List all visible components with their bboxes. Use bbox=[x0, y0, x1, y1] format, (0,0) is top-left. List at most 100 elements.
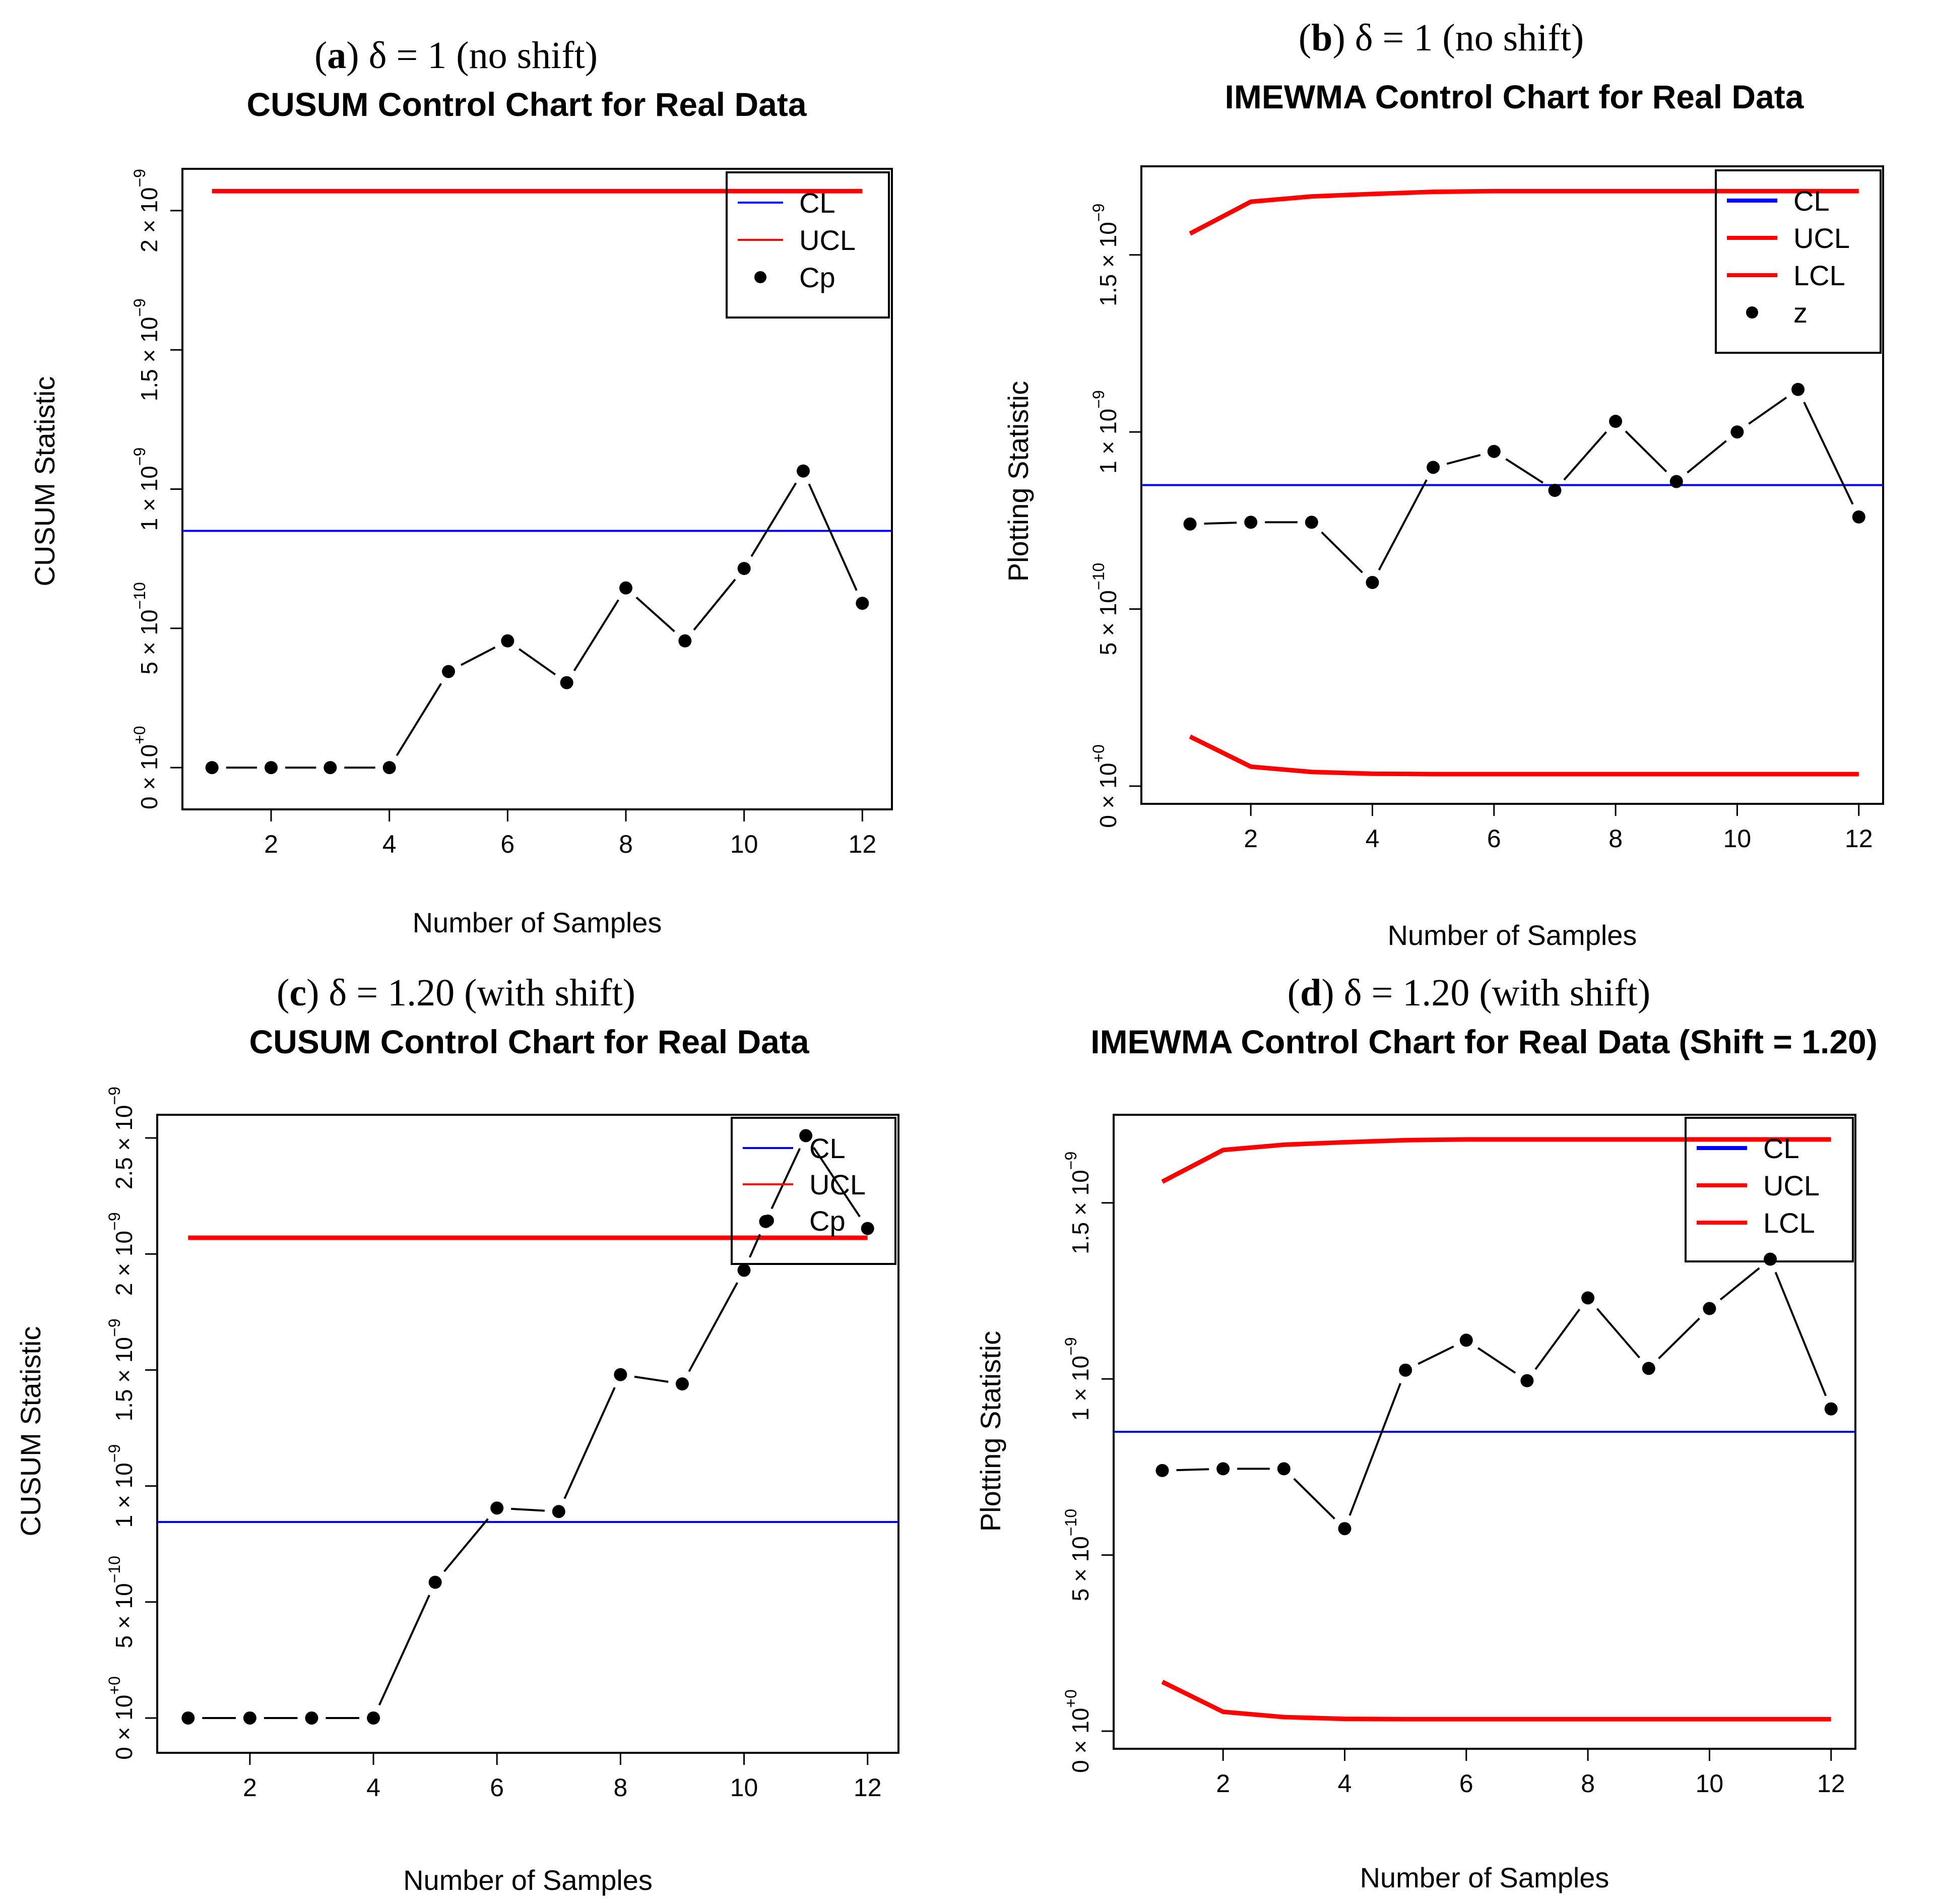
x-tick-label: 2 bbox=[1244, 824, 1258, 853]
y-tick-exponent: +0 bbox=[1089, 744, 1108, 763]
legend: CL UCL LCL bbox=[1685, 1117, 1854, 1262]
data-point-cp bbox=[205, 761, 219, 775]
x-tick-label: 12 bbox=[1845, 824, 1873, 853]
y-tick-exponent: −10 bbox=[131, 582, 149, 609]
series-segment-cp bbox=[511, 1507, 545, 1512]
data-point-cp bbox=[265, 761, 278, 775]
y-tick-exponent: −9 bbox=[105, 1318, 123, 1337]
y-tick-mantissa: 1 × 10 bbox=[136, 466, 162, 531]
y-tick-mantissa: 1 × 10 bbox=[1095, 409, 1121, 474]
data-point-cp bbox=[799, 1129, 813, 1143]
y-tick-mantissa: 5 × 10 bbox=[1095, 590, 1121, 655]
series-segment-z bbox=[1774, 1272, 1827, 1397]
panel-caption: (d) δ = 1.20 (with shift) bbox=[1287, 972, 1650, 1014]
x-tick-label: 10 bbox=[1723, 824, 1752, 853]
x-tick-label: 12 bbox=[854, 1773, 882, 1802]
series-segment-z bbox=[1803, 402, 1854, 505]
y-tick-mantissa: 5 × 10 bbox=[111, 1583, 137, 1648]
y-tick-label: 1 × 10−9 bbox=[1089, 390, 1121, 474]
legend-label-z: z bbox=[1793, 297, 1808, 329]
y-tick-label: 1 × 10−9 bbox=[131, 448, 162, 531]
series-segment-cp bbox=[770, 1148, 801, 1210]
y-axis-label: CUSUM Statistic bbox=[29, 376, 60, 587]
legend-label-cl: CL bbox=[1763, 1132, 1799, 1164]
y-tick-exponent: +0 bbox=[131, 726, 149, 744]
series-segment-cp bbox=[812, 1147, 861, 1218]
series-segment-cp bbox=[378, 1595, 430, 1706]
series-segment-z bbox=[1417, 1345, 1454, 1365]
y-tick-mantissa: 0 × 10 bbox=[136, 744, 162, 809]
legend-swatch-cp bbox=[754, 271, 766, 283]
x-tick-label: 10 bbox=[730, 830, 758, 858]
x-tick-label: 2 bbox=[1216, 1769, 1230, 1798]
y-tick-exponent: −9 bbox=[1062, 1337, 1080, 1355]
x-tick-label: 4 bbox=[382, 830, 397, 858]
y-axis-label: Plotting Statistic bbox=[975, 1331, 1006, 1532]
y-tick-label: 1.5 × 10−9 bbox=[105, 1318, 137, 1421]
series-segment-z bbox=[1348, 1383, 1401, 1516]
series-segment-z bbox=[1176, 1468, 1209, 1472]
x-axis-label: Number of Samples bbox=[1388, 919, 1637, 951]
caption-letter: c bbox=[289, 972, 306, 1014]
chart-panel-a: (a) δ = 1 (no shift) CUSUM Control Chart … bbox=[29, 34, 893, 938]
data-point-z bbox=[1305, 516, 1318, 529]
y-tick-label: 2.5 × 10−9 bbox=[105, 1087, 137, 1189]
data-point-z bbox=[1669, 475, 1683, 488]
y-tick-exponent: −9 bbox=[105, 1444, 123, 1463]
data-point-cp bbox=[797, 464, 810, 478]
chart-title: CUSUM Control Chart for Real Data bbox=[249, 1023, 809, 1060]
series-segment-z bbox=[1534, 1308, 1581, 1370]
chart-title: IMEWMA Control Chart for Real Data (Shif… bbox=[1090, 1023, 1878, 1060]
series-line-lcl bbox=[1161, 1680, 1831, 1722]
caption-paren-open: ( bbox=[1287, 972, 1300, 1014]
x-tick-label: 12 bbox=[849, 830, 877, 858]
data-point-z bbox=[1155, 1464, 1169, 1477]
y-tick-label: 0 × 10+0 bbox=[105, 1676, 137, 1760]
legend-label-lcl: LCL bbox=[1793, 260, 1845, 291]
chart-title: IMEWMA Control Chart for Real Data bbox=[1225, 78, 1805, 115]
data-point-cp bbox=[619, 581, 632, 595]
data-point-z bbox=[1520, 1374, 1534, 1387]
y-tick-label: 1.5 × 10−9 bbox=[1062, 1152, 1093, 1254]
y-tick-mantissa: 1 × 10 bbox=[1067, 1356, 1093, 1421]
data-point-cp bbox=[442, 665, 455, 678]
y-tick-exponent: +0 bbox=[105, 1676, 123, 1694]
data-point-z bbox=[1730, 425, 1744, 439]
series-line-lcl bbox=[1189, 734, 1859, 777]
y-tick-label: 0 × 10+0 bbox=[1062, 1689, 1093, 1773]
x-tick-label: 10 bbox=[730, 1773, 758, 1802]
series-segment-z bbox=[1505, 458, 1543, 484]
data-point-cp bbox=[737, 1263, 751, 1277]
y-tick-mantissa: 0 × 10 bbox=[1067, 1708, 1093, 1773]
series-segment-z bbox=[1719, 1267, 1760, 1301]
y-tick-mantissa: 2 × 10 bbox=[111, 1231, 137, 1296]
data-point-cp bbox=[675, 1377, 689, 1391]
y-tick-mantissa: 1.5 × 10 bbox=[136, 317, 162, 402]
x-tick-label: 6 bbox=[500, 830, 514, 858]
y-tick-exponent: −9 bbox=[131, 169, 149, 187]
y-tick-exponent: −10 bbox=[105, 1556, 123, 1583]
legend-swatch-z bbox=[1746, 306, 1758, 319]
x-tick-label: 6 bbox=[490, 1773, 504, 1802]
y-tick-exponent: −9 bbox=[131, 298, 149, 316]
y-tick-label: 1 × 10−9 bbox=[1062, 1337, 1093, 1421]
y-tick-mantissa: 1.5 × 10 bbox=[111, 1337, 137, 1422]
x-axis-label: Number of Samples bbox=[413, 907, 662, 938]
series-segment-cp bbox=[750, 482, 797, 557]
legend-label-ucl: UCL bbox=[1763, 1170, 1820, 1201]
data-point-z bbox=[1277, 1462, 1291, 1476]
x-tick-label: 2 bbox=[243, 1773, 257, 1802]
caption-letter: a bbox=[327, 34, 346, 77]
panel-caption: (b) δ = 1 (no shift) bbox=[1299, 17, 1584, 59]
caption-expression: δ = 1 (no shift) bbox=[1355, 17, 1584, 59]
y-tick-mantissa: 1 × 10 bbox=[111, 1463, 137, 1528]
series-segment-cp bbox=[396, 683, 442, 756]
y-tick-exponent: −10 bbox=[1062, 1509, 1080, 1536]
legend: CL UCL Cp bbox=[726, 171, 890, 319]
chart-title: CUSUM Control Chart for Real Data bbox=[246, 86, 807, 123]
series-segment-z bbox=[1477, 1347, 1516, 1374]
series-segment-cp bbox=[443, 1518, 489, 1572]
x-tick-label: 6 bbox=[1459, 1769, 1473, 1798]
y-tick-mantissa: 1.5 × 10 bbox=[1067, 1170, 1093, 1254]
caption-paren-open: ( bbox=[314, 34, 327, 77]
